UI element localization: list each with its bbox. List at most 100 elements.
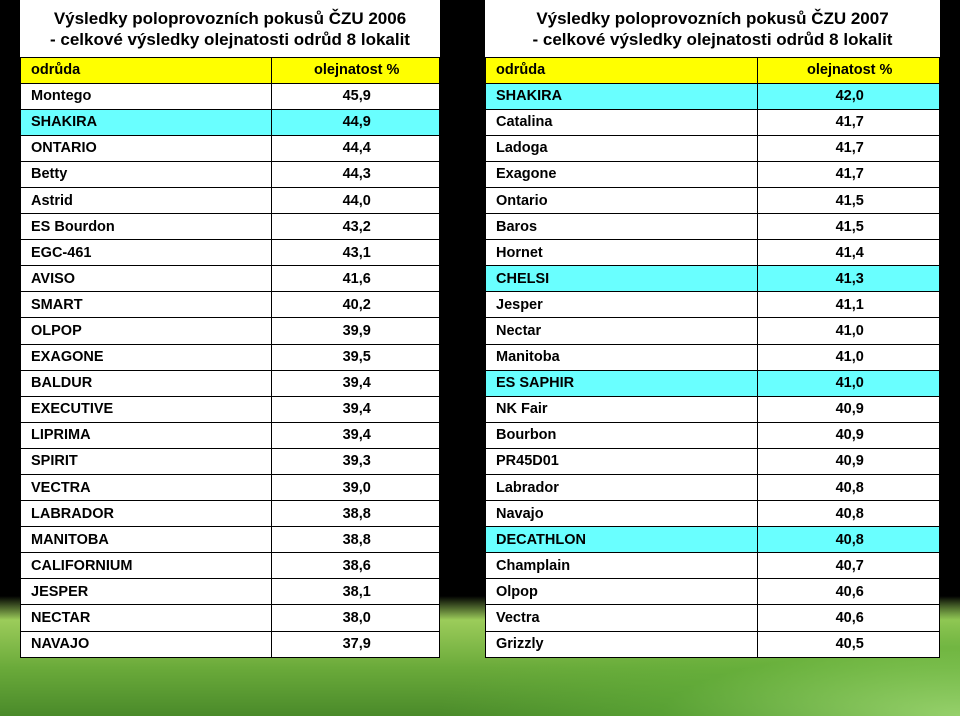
cell-olejnatost: 38,8 bbox=[272, 527, 440, 553]
cell-odruda: Hornet bbox=[486, 240, 758, 266]
cell-olejnatost: 44,3 bbox=[272, 161, 440, 187]
cell-olejnatost: 40,8 bbox=[758, 501, 940, 527]
cell-odruda: NAVAJO bbox=[21, 631, 272, 657]
table-row: Ladoga41,7 bbox=[486, 135, 940, 161]
table-row: BALDUR39,4 bbox=[21, 370, 440, 396]
cell-odruda: CHELSI bbox=[486, 266, 758, 292]
cell-odruda: Navajo bbox=[486, 501, 758, 527]
table-row: Ontario41,5 bbox=[486, 187, 940, 213]
table-row: Montego45,9 bbox=[21, 83, 440, 109]
cell-odruda: LABRADOR bbox=[21, 501, 272, 527]
cell-odruda: Nectar bbox=[486, 318, 758, 344]
table-row: SPIRIT39,3 bbox=[21, 448, 440, 474]
cell-olejnatost: 41,0 bbox=[758, 370, 940, 396]
table-row: CHELSI41,3 bbox=[486, 266, 940, 292]
cell-olejnatost: 40,9 bbox=[758, 422, 940, 448]
cell-odruda: MANITOBA bbox=[21, 527, 272, 553]
cell-olejnatost: 40,8 bbox=[758, 527, 940, 553]
cell-odruda: VECTRA bbox=[21, 475, 272, 501]
cell-odruda: EXAGONE bbox=[21, 344, 272, 370]
cell-olejnatost: 39,3 bbox=[272, 448, 440, 474]
cell-odruda: Exagone bbox=[486, 161, 758, 187]
table-row: Grizzly40,5 bbox=[486, 631, 940, 657]
table-row: DECATHLON40,8 bbox=[486, 527, 940, 553]
table-row: Astrid44,0 bbox=[21, 187, 440, 213]
table-row: Catalina41,7 bbox=[486, 109, 940, 135]
cell-odruda: Astrid bbox=[21, 187, 272, 213]
table-row: Betty44,3 bbox=[21, 161, 440, 187]
cell-odruda: SHAKIRA bbox=[486, 83, 758, 109]
cell-olejnatost: 41,6 bbox=[272, 266, 440, 292]
table-row: NAVAJO37,9 bbox=[21, 631, 440, 657]
cell-olejnatost: 39,0 bbox=[272, 475, 440, 501]
table-row: MANITOBA38,8 bbox=[21, 527, 440, 553]
cell-odruda: ES SAPHIR bbox=[486, 370, 758, 396]
cell-odruda: Grizzly bbox=[486, 631, 758, 657]
cell-olejnatost: 41,1 bbox=[758, 292, 940, 318]
cell-olejnatost: 44,9 bbox=[272, 109, 440, 135]
title-2007-line1: Výsledky poloprovozních pokusů ČZU 2007 bbox=[536, 9, 888, 28]
table-row: Labrador40,8 bbox=[486, 475, 940, 501]
table-row: Olpop40,6 bbox=[486, 579, 940, 605]
cell-olejnatost: 39,4 bbox=[272, 422, 440, 448]
table-row: SHAKIRA44,9 bbox=[21, 109, 440, 135]
table-row: SHAKIRA42,0 bbox=[486, 83, 940, 109]
cell-odruda: JESPER bbox=[21, 579, 272, 605]
col-odruda-2006: odrůda bbox=[21, 57, 272, 83]
table-row: ES SAPHIR41,0 bbox=[486, 370, 940, 396]
col-odruda-2007: odrůda bbox=[486, 57, 758, 83]
cell-olejnatost: 40,5 bbox=[758, 631, 940, 657]
cell-odruda: Montego bbox=[21, 83, 272, 109]
title-2007: Výsledky poloprovozních pokusů ČZU 2007 … bbox=[485, 6, 940, 57]
table-row: ONTARIO44,4 bbox=[21, 135, 440, 161]
cell-odruda: Olpop bbox=[486, 579, 758, 605]
cell-olejnatost: 45,9 bbox=[272, 83, 440, 109]
cell-odruda: Bourbon bbox=[486, 422, 758, 448]
cell-odruda: SPIRIT bbox=[21, 448, 272, 474]
cell-odruda: LIPRIMA bbox=[21, 422, 272, 448]
cell-odruda: OLPOP bbox=[21, 318, 272, 344]
cell-olejnatost: 42,0 bbox=[758, 83, 940, 109]
table-row: AVISO41,6 bbox=[21, 266, 440, 292]
cell-odruda: Catalina bbox=[486, 109, 758, 135]
table-row: VECTRA39,0 bbox=[21, 475, 440, 501]
cell-olejnatost: 38,8 bbox=[272, 501, 440, 527]
cell-olejnatost: 40,9 bbox=[758, 448, 940, 474]
table-row: LIPRIMA39,4 bbox=[21, 422, 440, 448]
cell-olejnatost: 41,5 bbox=[758, 187, 940, 213]
panel-2006: Výsledky poloprovozních pokusů ČZU 2006 … bbox=[20, 0, 440, 658]
table-row: JESPER38,1 bbox=[21, 579, 440, 605]
cell-odruda: Labrador bbox=[486, 475, 758, 501]
cell-odruda: Betty bbox=[21, 161, 272, 187]
cell-odruda: EGC-461 bbox=[21, 240, 272, 266]
table-row: Navajo40,8 bbox=[486, 501, 940, 527]
table-2007-header-row: odrůda olejnatost % bbox=[486, 57, 940, 83]
table-row: Manitoba41,0 bbox=[486, 344, 940, 370]
cell-olejnatost: 39,5 bbox=[272, 344, 440, 370]
cell-olejnatost: 41,7 bbox=[758, 135, 940, 161]
cell-odruda: Ontario bbox=[486, 187, 758, 213]
cell-odruda: Manitoba bbox=[486, 344, 758, 370]
cell-odruda: CALIFORNIUM bbox=[21, 553, 272, 579]
cell-olejnatost: 43,1 bbox=[272, 240, 440, 266]
cell-odruda: DECATHLON bbox=[486, 527, 758, 553]
cell-olejnatost: 37,9 bbox=[272, 631, 440, 657]
cell-odruda: PR45D01 bbox=[486, 448, 758, 474]
cell-olejnatost: 44,4 bbox=[272, 135, 440, 161]
cell-odruda: Jesper bbox=[486, 292, 758, 318]
cell-olejnatost: 41,0 bbox=[758, 344, 940, 370]
cell-odruda: SMART bbox=[21, 292, 272, 318]
cell-odruda: Vectra bbox=[486, 605, 758, 631]
table-2007: odrůda olejnatost % SHAKIRA42,0Catalina4… bbox=[485, 57, 940, 658]
cell-odruda: Champlain bbox=[486, 553, 758, 579]
cell-olejnatost: 40,9 bbox=[758, 396, 940, 422]
table-row: EXAGONE39,5 bbox=[21, 344, 440, 370]
cell-odruda: Baros bbox=[486, 214, 758, 240]
table-row: Bourbon40,9 bbox=[486, 422, 940, 448]
table-row: Baros41,5 bbox=[486, 214, 940, 240]
title-2007-line2: - celkové výsledky olejnatosti odrůd 8 l… bbox=[533, 30, 893, 49]
table-row: Vectra40,6 bbox=[486, 605, 940, 631]
cell-olejnatost: 41,7 bbox=[758, 161, 940, 187]
cell-olejnatost: 41,7 bbox=[758, 109, 940, 135]
table-row: LABRADOR38,8 bbox=[21, 501, 440, 527]
